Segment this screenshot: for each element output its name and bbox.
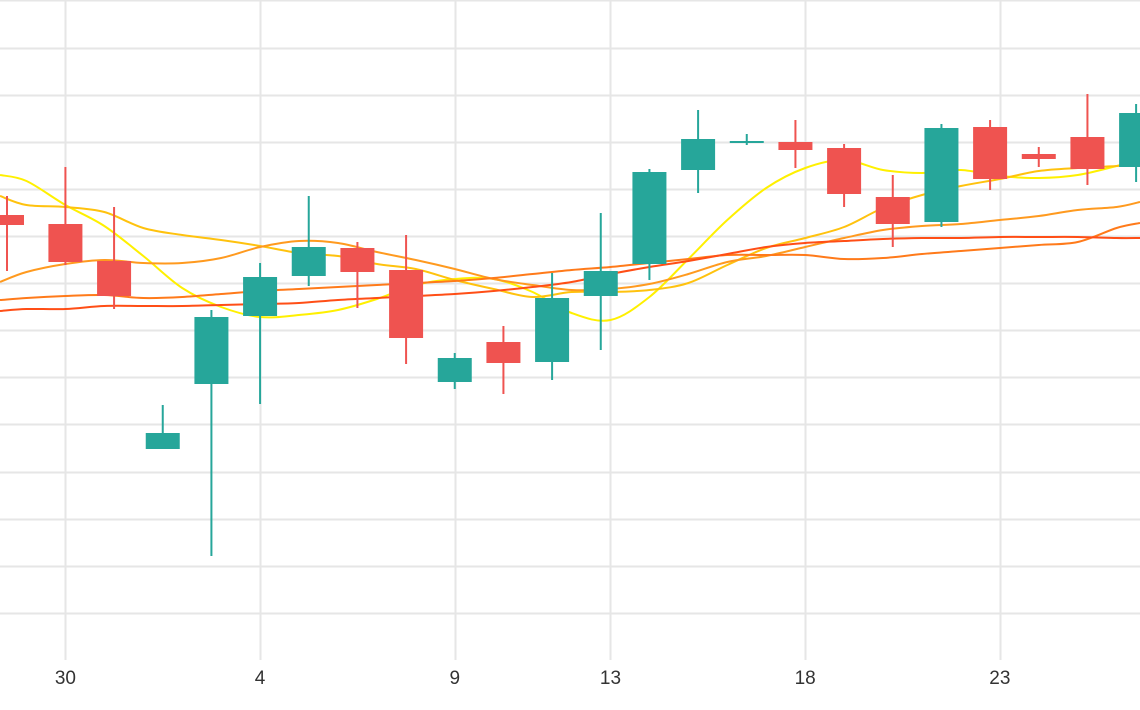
moving-average-line [0,201,1140,292]
x-tick-label: 9 [449,668,460,689]
candle-body [1070,137,1105,169]
candle-body [1119,113,1140,167]
candle-down [389,235,424,364]
candle-body [97,261,132,296]
candle-up [729,134,764,145]
candle-down [778,120,813,168]
x-tick-label: 23 [989,668,1010,689]
candle-up [583,213,618,350]
moving-average-layer [0,158,1140,322]
grid-layer [0,0,1140,660]
candle-layer [0,94,1140,556]
x-tick-label: 18 [795,668,816,689]
candle-down [486,326,521,394]
candle-up [1119,104,1140,182]
candle-down [1070,94,1105,185]
candle-body [583,271,618,296]
candle-down [973,120,1008,190]
x-axis: 30 4 9 13 18 23 [55,668,1011,689]
candle-body [778,142,813,150]
candle-body [729,141,764,143]
candle-body [48,224,83,262]
candle-up [681,110,716,193]
candle-up [437,353,472,389]
candle-down [0,196,25,271]
moving-average-line [0,235,1140,312]
candle-down [827,144,862,207]
candle-body [0,215,25,225]
candle-up [535,273,570,380]
candle-body [1021,154,1056,159]
candle-up [924,124,959,227]
candle-body [924,128,959,222]
candle-down [48,167,83,265]
candle-body [145,433,180,449]
candle-up [243,263,278,404]
candle-up [291,196,326,286]
moving-average-line [0,222,1140,301]
candle-body [681,139,716,170]
candle-down [97,207,132,309]
candle-body [194,317,229,384]
moving-average-line [0,158,1140,322]
candle-up [145,405,180,449]
candle-down [1021,147,1056,167]
candle-body [291,247,326,276]
candle-body [389,270,424,338]
x-tick-label: 13 [600,668,621,689]
candle-up [194,310,229,556]
candle-body [243,277,278,316]
candle-body [827,148,862,194]
candle-down [340,242,375,308]
candle-body [437,358,472,382]
candle-body [486,342,521,363]
candle-body [535,298,570,362]
x-tick-label: 30 [55,668,76,689]
candle-body [875,197,910,224]
candle-body [632,172,667,264]
candle-body [973,127,1008,179]
moving-average-line [0,163,1140,299]
x-tick-label: 4 [255,668,266,689]
candle-down [875,175,910,247]
candle-up [632,169,667,280]
candle-body [340,248,375,272]
